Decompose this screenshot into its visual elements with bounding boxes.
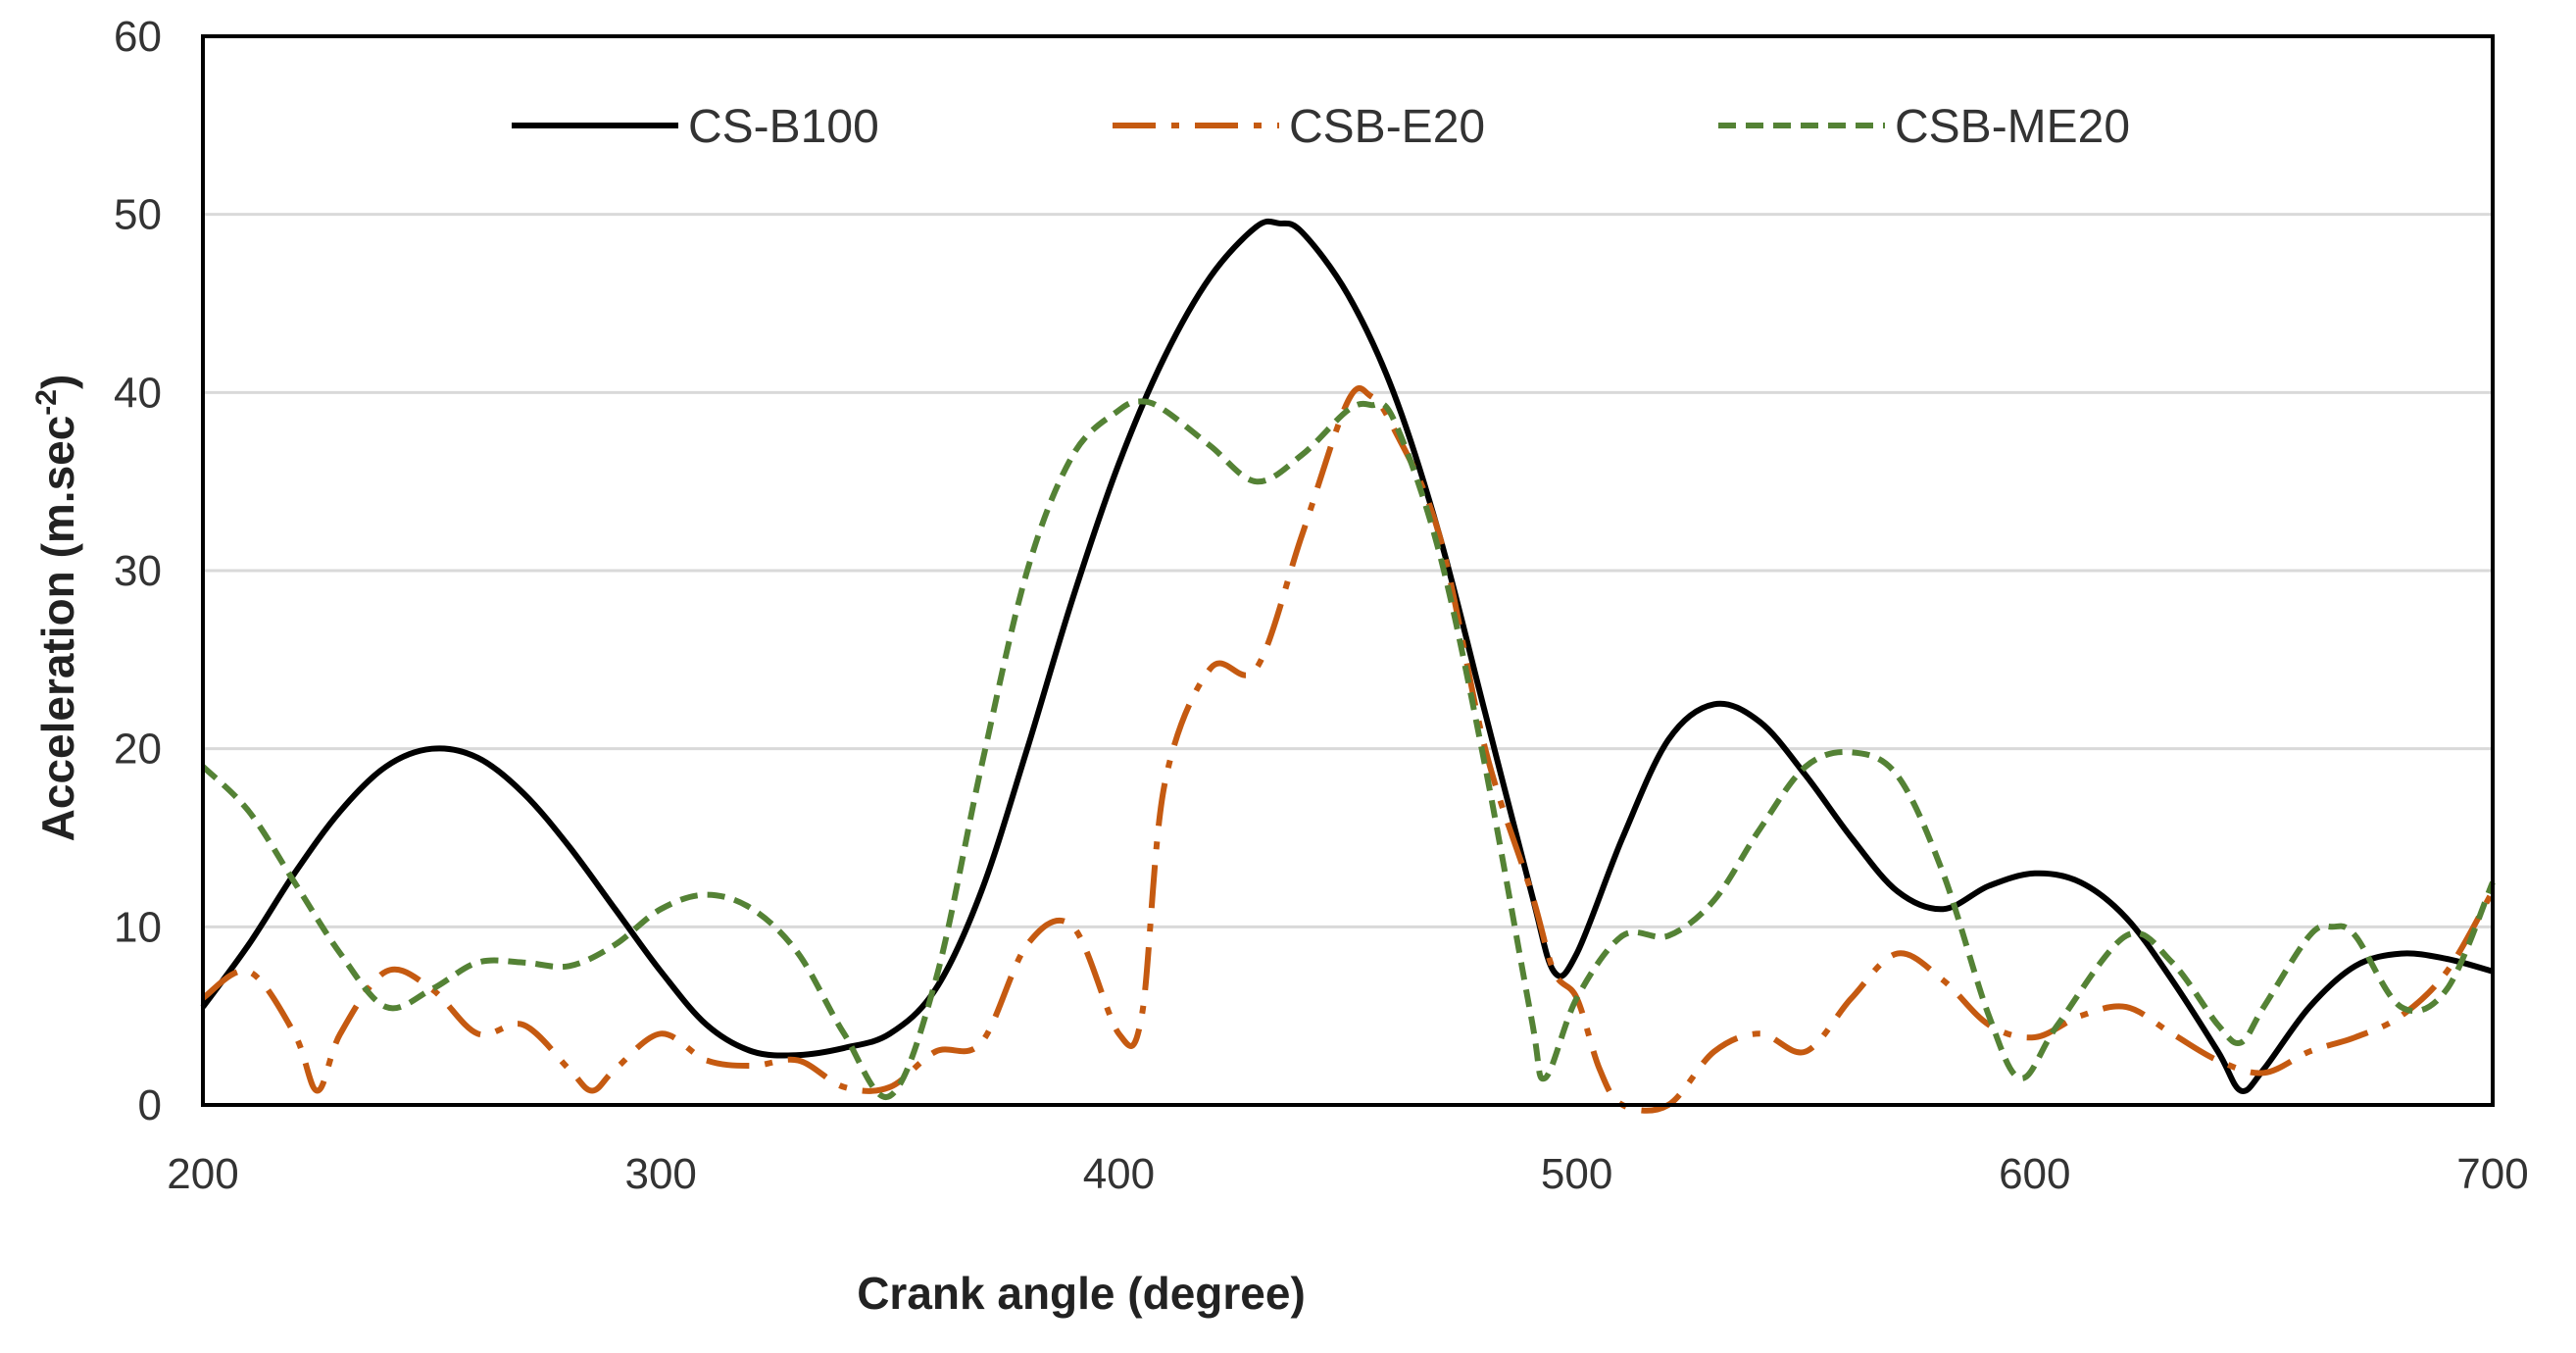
y-tick-label: 40	[114, 369, 162, 417]
x-axis-tick-labels: 200 300 400 500 600 700	[167, 1150, 2528, 1198]
y-axis-title-main: Acceleration (m.sec	[32, 416, 83, 842]
y-axis-title-close: )	[32, 375, 83, 389]
x-tick-label: 400	[1083, 1150, 1155, 1198]
y-tick-label: 50	[114, 191, 162, 239]
x-tick-label: 200	[167, 1150, 238, 1198]
gridlines	[203, 213, 2493, 928]
x-tick-label: 300	[624, 1150, 696, 1198]
y-axis-tick-labels: 0 10 20 30 40 50 60	[114, 13, 162, 1129]
series-line-csb-me20	[200, 398, 2496, 1100]
x-tick-label: 500	[1541, 1150, 1612, 1198]
y-tick-label: 60	[114, 13, 162, 61]
plot-area-frame	[201, 34, 2495, 1107]
y-axis-title-superscript: -2	[30, 389, 63, 416]
series-line-cs-b100	[200, 218, 2494, 1094]
y-tick-label: 20	[114, 726, 162, 774]
y-tick-label: 0	[138, 1081, 162, 1129]
series-line-csb-e20	[201, 385, 2496, 1114]
legend-label-cs-b100: CS-B100	[688, 101, 879, 153]
x-tick-label: 700	[2456, 1150, 2528, 1198]
legend-label-csb-me20: CSB-ME20	[1895, 101, 2130, 153]
y-axis-title: Acceleration (m.sec-2)	[30, 375, 83, 842]
x-axis-title: Crank angle (degree)	[857, 1268, 1306, 1319]
x-tick-label: 600	[1999, 1150, 2070, 1198]
series-lines	[200, 218, 2496, 1114]
legend-label-csb-e20: CSB-E20	[1289, 101, 1485, 153]
y-tick-label: 30	[114, 547, 162, 595]
y-tick-label: 10	[114, 903, 162, 951]
legend: CS-B100 CSB-E20 CSB-ME20	[512, 101, 2130, 153]
